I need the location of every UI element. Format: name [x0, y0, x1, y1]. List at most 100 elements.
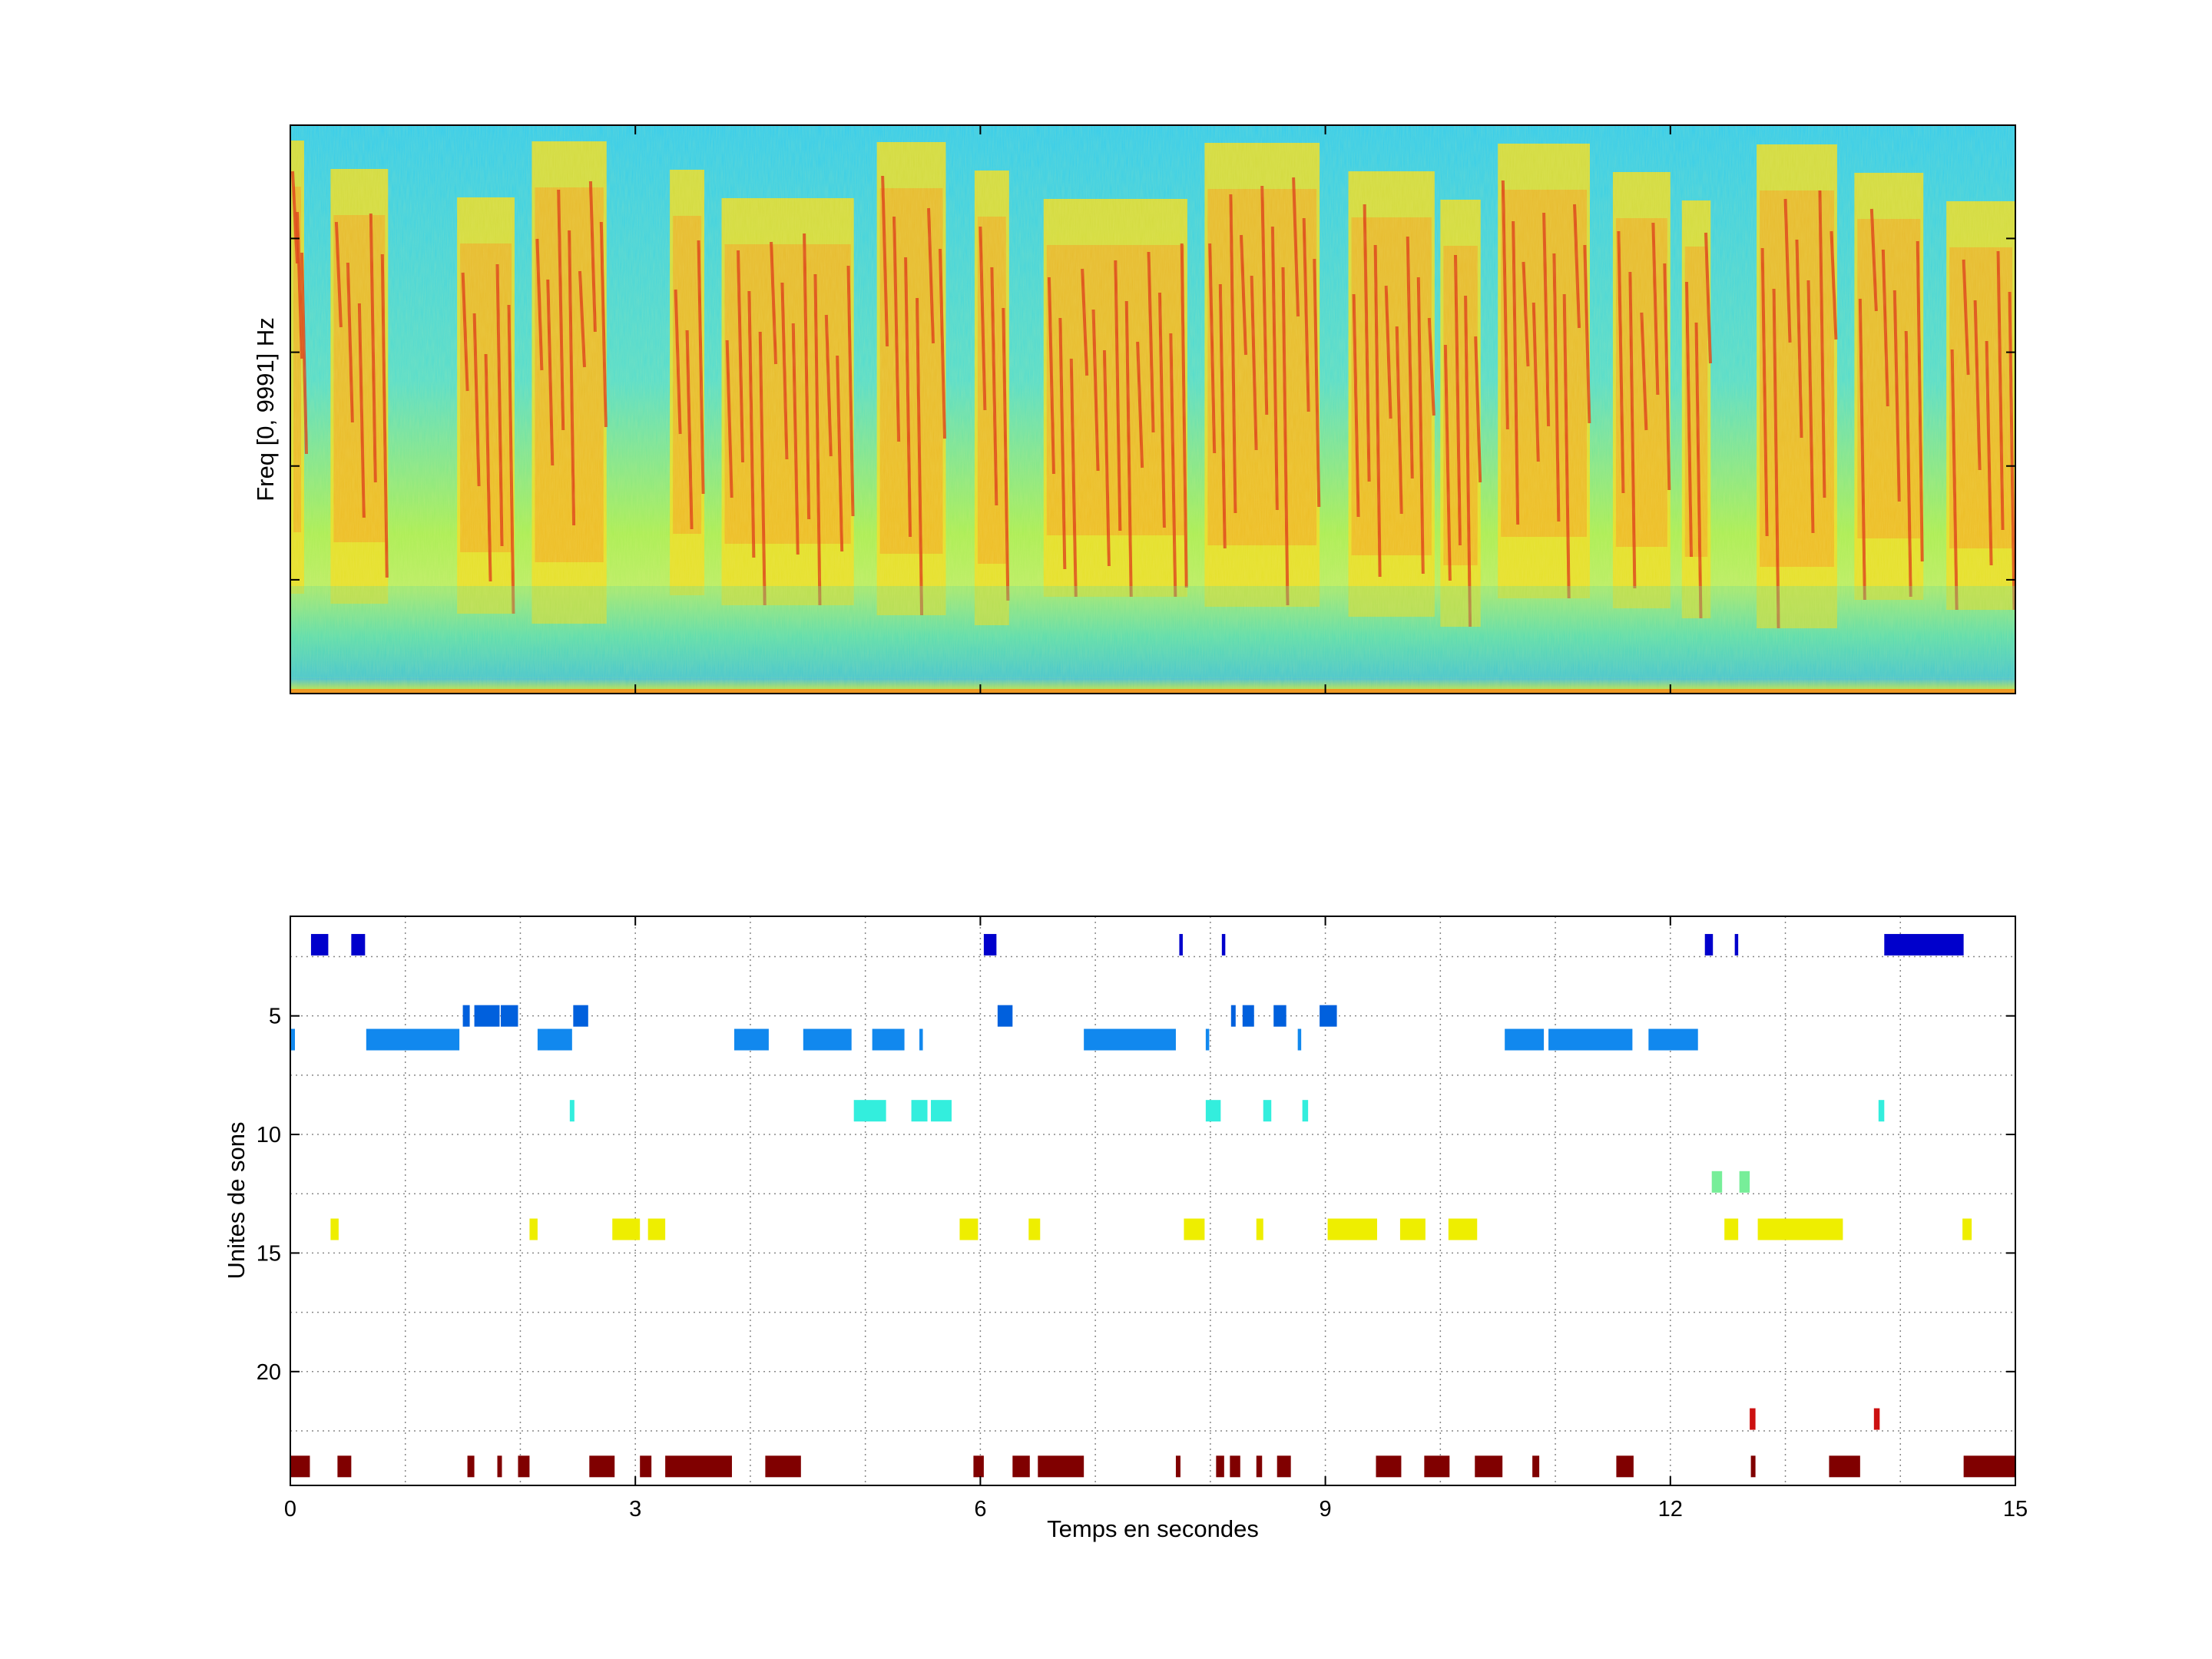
- unit-12-segment: [1739, 1171, 1750, 1193]
- units-panel: 0 3 6 9 12 15 5 10 15 20 Temps en secondes Unite…: [223, 916, 2028, 1542]
- unit-14-segment: [1757, 1218, 1843, 1240]
- unit-24-segment: [467, 1455, 475, 1478]
- unit-5-segment: [1230, 1005, 1236, 1027]
- unit-24-segment: [497, 1455, 502, 1478]
- unit-2-segment: [1179, 934, 1183, 956]
- unit-6-segment: [1648, 1028, 1698, 1051]
- unit-9-segment: [853, 1100, 886, 1122]
- unit-9-segment: [931, 1100, 952, 1122]
- unit-6-segment: [1205, 1028, 1210, 1051]
- unit-24-segment: [1829, 1455, 1860, 1478]
- x-tick-label: 15: [2003, 1497, 2028, 1522]
- unit-2-segment: [1704, 934, 1714, 956]
- unit-6-segment: [1505, 1028, 1545, 1051]
- unit-2-segment: [1734, 934, 1739, 956]
- unit-24-segment: [337, 1455, 352, 1478]
- unit-14-segment: [1028, 1218, 1041, 1240]
- unit-2-segment: [310, 934, 329, 956]
- unit-24-segment: [1424, 1455, 1450, 1478]
- unit-14-segment: [1184, 1218, 1205, 1240]
- y-tick-label: 5: [269, 1005, 281, 1029]
- unit-2-segment: [983, 934, 997, 956]
- units-x-axis-label: Temps en secondes: [1047, 1515, 1259, 1542]
- unit-2-segment: [351, 934, 366, 956]
- unit-6-segment: [733, 1028, 769, 1051]
- unit-22-segment: [1750, 1408, 1756, 1430]
- unit-5-segment: [1320, 1005, 1337, 1027]
- unit-6-segment: [366, 1028, 460, 1051]
- unit-24-segment: [1012, 1455, 1030, 1478]
- unit-24-segment: [589, 1455, 615, 1478]
- unit-14-segment: [647, 1218, 666, 1240]
- y-tick-label: 20: [257, 1360, 281, 1385]
- unit-5-segment: [474, 1005, 500, 1027]
- unit-24-segment: [518, 1455, 530, 1478]
- unit-6-segment: [290, 1028, 295, 1051]
- unit-9-segment: [1878, 1100, 1885, 1122]
- unit-14-segment: [612, 1218, 641, 1240]
- unit-9-segment: [569, 1100, 575, 1122]
- unit-14-segment: [1399, 1218, 1426, 1240]
- unit-24-segment: [1038, 1455, 1084, 1478]
- y-tick-label: 10: [257, 1123, 281, 1147]
- unit-24-segment: [1175, 1455, 1181, 1478]
- unit-24-segment: [765, 1455, 801, 1478]
- unit-2-segment: [1884, 934, 1964, 956]
- unit-14-segment: [1724, 1218, 1739, 1240]
- spectrogram-y-axis-label: Freq [0, 9991] Hz: [252, 317, 279, 502]
- x-tick-label: 12: [1658, 1497, 1683, 1522]
- unit-24-segment: [1216, 1455, 1224, 1478]
- unit-5-segment: [573, 1005, 588, 1027]
- units-y-tick-labels: 5 10 15 20: [257, 1005, 281, 1385]
- units-x-tick-labels: 0 3 6 9 12 15: [284, 1497, 2028, 1522]
- spectrogram-panel: Freq [0, 9991] Hz: [252, 124, 2016, 694]
- unit-6-segment: [1548, 1028, 1633, 1051]
- unit-5-segment: [1273, 1005, 1286, 1027]
- unit-24-segment: [1376, 1455, 1402, 1478]
- x-tick-label: 6: [974, 1497, 986, 1522]
- x-tick-label: 3: [629, 1497, 641, 1522]
- y-tick-label: 15: [257, 1241, 281, 1266]
- unit-14-segment: [1327, 1218, 1377, 1240]
- unit-9-segment: [1302, 1100, 1309, 1122]
- unit-5-segment: [501, 1005, 518, 1027]
- unit-6-segment: [1297, 1028, 1302, 1051]
- unit-9-segment: [1205, 1100, 1221, 1122]
- unit-6-segment: [1084, 1028, 1176, 1051]
- unit-5-segment: [997, 1005, 1013, 1027]
- unit-24-segment: [1750, 1455, 1756, 1478]
- unit-14-segment: [1256, 1218, 1263, 1240]
- unit-5-segment: [462, 1005, 470, 1027]
- x-tick-label: 0: [284, 1497, 296, 1522]
- unit-5-segment: [1242, 1005, 1254, 1027]
- unit-24-segment: [665, 1455, 732, 1478]
- unit-12-segment: [1711, 1171, 1723, 1193]
- unit-6-segment: [537, 1028, 572, 1051]
- unit-6-segment: [803, 1028, 852, 1051]
- units-frame: [290, 916, 2016, 1486]
- units-bars: [290, 934, 2015, 1478]
- unit-2-segment: [1221, 934, 1226, 956]
- unit-22-segment: [1873, 1408, 1880, 1430]
- unit-14-segment: [529, 1218, 538, 1240]
- unit-14-segment: [330, 1218, 339, 1240]
- unit-14-segment: [1448, 1218, 1478, 1240]
- unit-24-segment: [1230, 1455, 1240, 1478]
- x-tick-label: 9: [1320, 1497, 1332, 1522]
- unit-24-segment: [290, 1455, 310, 1478]
- units-ticks: [290, 916, 2016, 1485]
- unit-14-segment: [1962, 1218, 1972, 1240]
- unit-9-segment: [911, 1100, 928, 1122]
- unit-24-segment: [640, 1455, 652, 1478]
- units-plot-area: [290, 916, 2015, 1485]
- unit-24-segment: [1616, 1455, 1634, 1478]
- spectrogram-frame: [290, 124, 2016, 694]
- unit-9-segment: [1263, 1100, 1272, 1122]
- unit-24-segment: [1532, 1455, 1540, 1478]
- unit-24-segment: [1256, 1455, 1263, 1478]
- unit-24-segment: [1963, 1455, 2015, 1478]
- unit-24-segment: [973, 1455, 984, 1478]
- unit-6-segment: [919, 1028, 923, 1051]
- spectrogram-ticks: [290, 125, 2016, 694]
